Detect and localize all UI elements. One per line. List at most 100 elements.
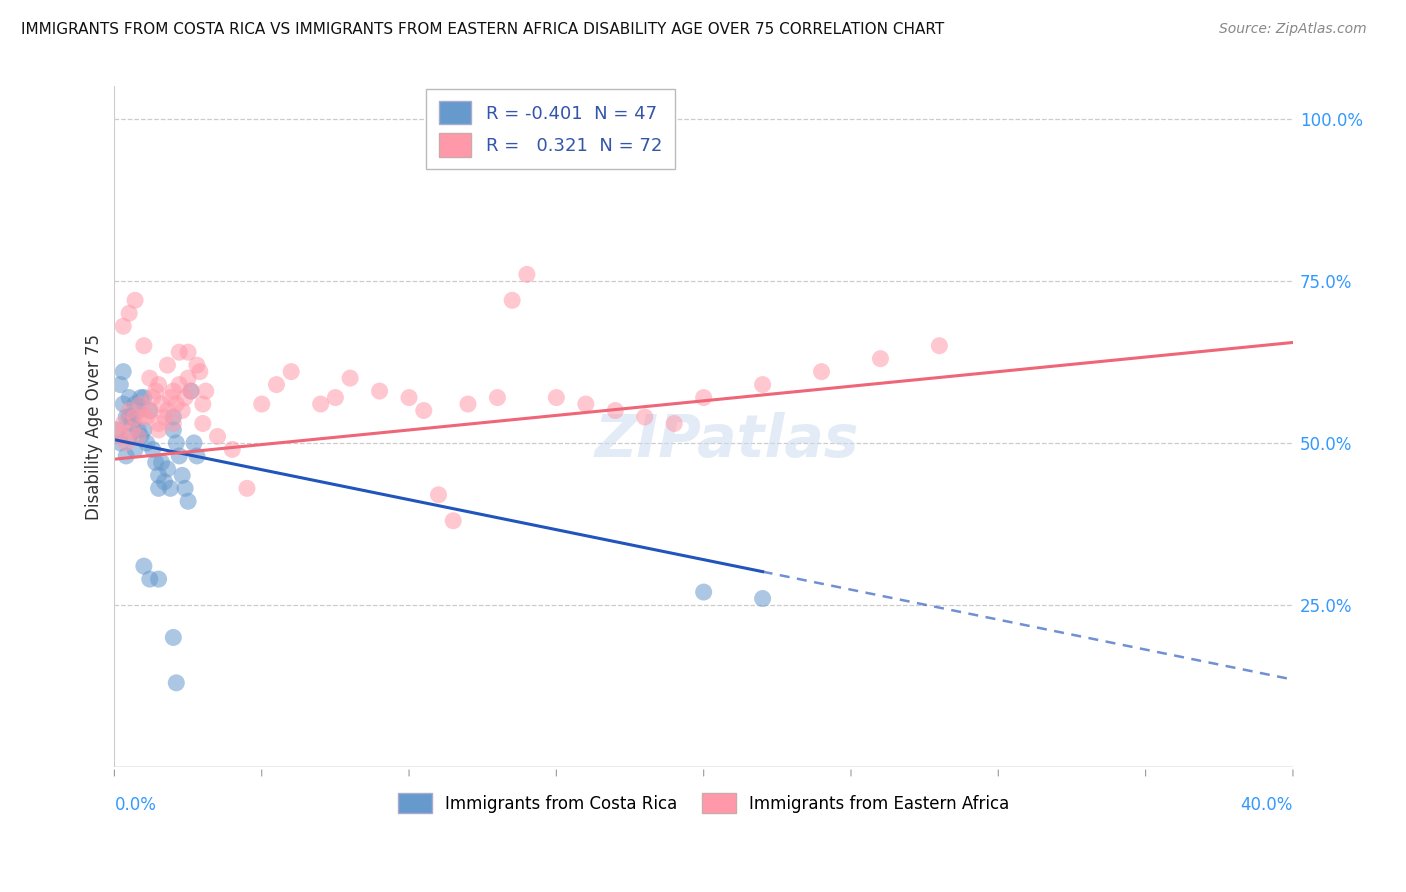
Point [124,293,146,308]
Text: ZIPatlas: ZIPatlas [595,412,859,469]
Point [148,481,170,495]
Point [186,449,208,463]
Point [162,410,184,425]
Point [110,377,132,392]
Point [129,391,152,405]
Point [280,365,302,379]
Point [148,423,170,437]
Point [112,319,135,334]
Point [142,391,165,405]
Point [183,436,205,450]
Point [869,351,891,366]
Point [162,384,184,398]
Point [115,436,138,450]
Point [121,423,143,437]
Point [172,403,194,417]
Point [156,462,179,476]
Point [139,403,162,417]
Point [191,397,214,411]
Point [132,391,155,405]
Point [928,339,950,353]
Point [398,391,420,405]
Point [118,306,141,320]
Point [124,442,146,457]
Point [150,455,173,469]
Point [180,384,202,398]
Point [121,417,143,431]
Point [194,384,217,398]
Point [112,417,135,431]
Point [412,403,434,417]
Text: 0.0%: 0.0% [114,797,156,814]
Y-axis label: Disability Age Over 75: Disability Age Over 75 [86,334,103,520]
Point [516,268,538,282]
Point [191,417,214,431]
Point [139,572,162,586]
Point [180,384,202,398]
Point [156,403,179,417]
Point [153,410,176,425]
Point [207,429,229,443]
Point [174,481,197,495]
Point [139,403,162,417]
Point [162,417,184,431]
Point [162,631,184,645]
Point [159,391,181,405]
Point [167,345,190,359]
Point [177,345,200,359]
Point [132,559,155,574]
Point [150,397,173,411]
Point [165,436,187,450]
Point [368,384,391,398]
Point [118,391,141,405]
Point [145,384,167,398]
Point [172,468,194,483]
Point [129,429,152,443]
Point [105,423,128,437]
Point [325,391,347,405]
Point [427,488,450,502]
Point [148,377,170,392]
Point [309,397,332,411]
Point [127,429,149,443]
Point [127,403,149,417]
Point [546,391,568,405]
Point [148,572,170,586]
Point [121,410,143,425]
Point [112,365,135,379]
Text: IMMIGRANTS FROM COSTA RICA VS IMMIGRANTS FROM EASTERN AFRICA DISABILITY AGE OVER: IMMIGRANTS FROM COSTA RICA VS IMMIGRANTS… [21,22,945,37]
Legend: R = -0.401  N = 47, R =   0.321  N = 72: R = -0.401 N = 47, R = 0.321 N = 72 [426,88,675,169]
Point [457,397,479,411]
Point [167,449,190,463]
Point [135,410,157,425]
Point [236,481,259,495]
Point [810,365,832,379]
Point [165,397,187,411]
Point [441,514,464,528]
Point [162,423,184,437]
Point [115,410,138,425]
Point [129,397,152,411]
Point [132,410,155,425]
Point [605,403,627,417]
Point [339,371,361,385]
Point [115,449,138,463]
Point [266,377,288,392]
Point [177,494,200,508]
Point [110,429,132,443]
Point [110,436,132,450]
Point [145,455,167,469]
Point [692,585,714,599]
Point [250,397,273,411]
Point [167,377,190,392]
Point [221,442,243,457]
Point [188,365,211,379]
Point [132,339,155,353]
Point [186,358,208,372]
Point [174,391,197,405]
Point [139,371,162,385]
Point [105,423,128,437]
Point [156,358,179,372]
Point [118,410,141,425]
Point [751,377,773,392]
